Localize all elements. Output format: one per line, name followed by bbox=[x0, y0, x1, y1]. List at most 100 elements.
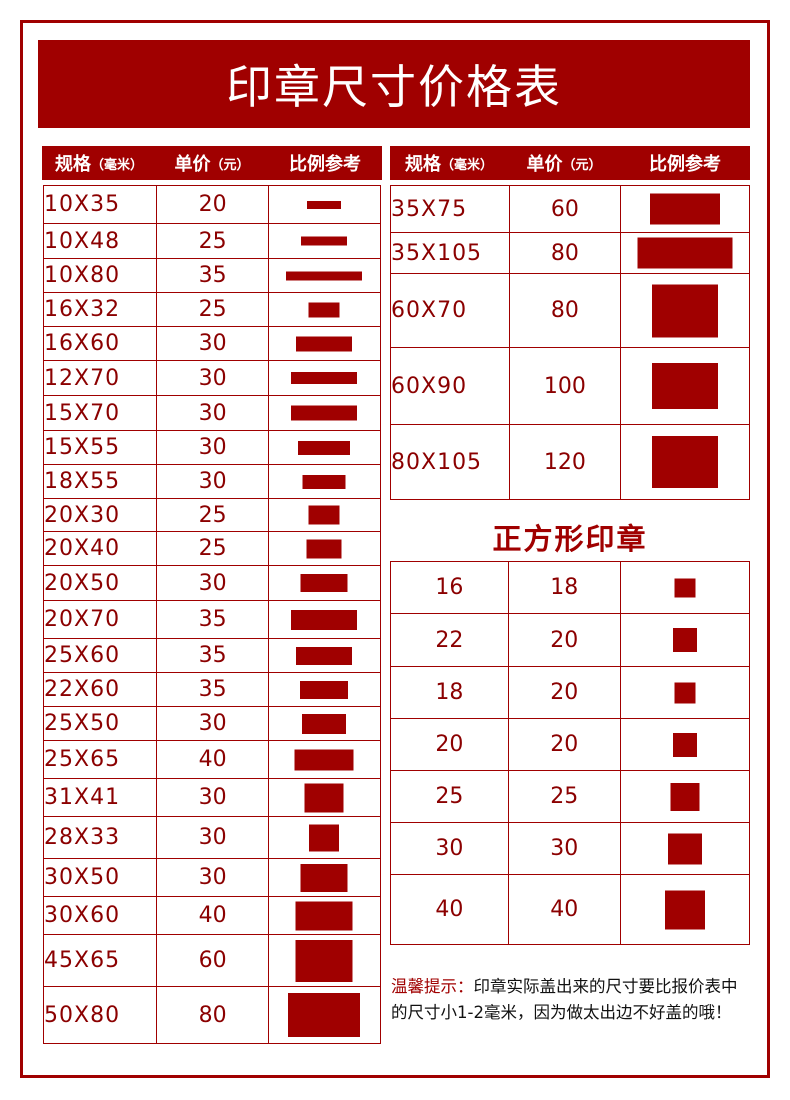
table-row: 50X80 80 bbox=[42, 986, 382, 1044]
seal-size-swatch bbox=[295, 901, 353, 930]
ratio-cell bbox=[267, 258, 382, 293]
seal-size-swatch bbox=[652, 284, 719, 337]
page-title: 印章尺寸价格表 bbox=[38, 40, 750, 128]
price-cell: 30 bbox=[156, 430, 269, 465]
ratio-cell bbox=[267, 816, 382, 859]
table-row: 20X50 30 bbox=[42, 565, 382, 601]
seal-size-swatch bbox=[300, 680, 349, 699]
ratio-cell bbox=[267, 638, 382, 673]
price-cell: 30 bbox=[156, 706, 269, 741]
price-cell: 30 bbox=[156, 778, 269, 817]
square-price-table: 16 18 22 20 18 20 20 20 25 25 30 30 40 40 bbox=[390, 561, 751, 945]
left-table-header: 规格 （毫米） 单价 （元） 比例参考 bbox=[42, 146, 382, 180]
ratio-cell bbox=[619, 770, 751, 823]
right-table-header: 规格 （毫米） 单价 （元） 比例参考 bbox=[390, 146, 750, 180]
ratio-cell bbox=[267, 858, 382, 897]
table-row: 22 20 bbox=[390, 613, 751, 667]
left-price-table: 10X35 20 10X48 25 10X80 35 16X32 25 16X60 30 12X70… bbox=[42, 185, 382, 1044]
table-row: 20 20 bbox=[390, 718, 751, 771]
price-cell: 25 bbox=[156, 223, 269, 259]
seal-size-swatch bbox=[306, 539, 342, 558]
ratio-cell bbox=[620, 185, 750, 233]
ratio-cell bbox=[267, 395, 382, 431]
seal-size-swatch bbox=[652, 363, 719, 409]
seal-size-swatch bbox=[300, 574, 348, 592]
table-row: 15X70 30 bbox=[42, 395, 382, 431]
seal-size-swatch bbox=[295, 939, 353, 982]
ratio-cell bbox=[267, 292, 382, 327]
ratio-cell bbox=[620, 424, 750, 500]
ratio-cell bbox=[267, 600, 382, 639]
seal-size-swatch bbox=[291, 405, 358, 421]
spec-cell: 20X70 bbox=[42, 600, 158, 639]
seal-size-swatch bbox=[652, 436, 719, 488]
seal-size-swatch bbox=[308, 505, 340, 525]
seal-size-swatch bbox=[296, 646, 353, 665]
ratio-cell bbox=[267, 740, 382, 779]
table-row: 18 20 bbox=[390, 666, 751, 719]
seal-size-swatch bbox=[670, 782, 700, 811]
ratio-cell bbox=[267, 360, 382, 396]
ratio-cell bbox=[620, 232, 750, 274]
table-row: 20X70 35 bbox=[42, 600, 382, 639]
ratio-cell bbox=[267, 223, 382, 259]
table-row: 18X55 30 bbox=[42, 464, 382, 499]
price-cell: 20 bbox=[507, 718, 621, 771]
ratio-cell bbox=[267, 185, 382, 224]
price-cell: 30 bbox=[156, 816, 269, 859]
spec-header-unit: （毫米） bbox=[440, 157, 493, 173]
table-row: 28X33 30 bbox=[42, 816, 382, 859]
table-row: 25 25 bbox=[390, 770, 751, 823]
spec-header-label: 规格 bbox=[54, 154, 91, 175]
spec-header: 规格 （毫米） bbox=[42, 146, 156, 180]
price-cell: 30 bbox=[156, 395, 269, 431]
ratio-cell bbox=[619, 874, 751, 945]
seal-size-swatch bbox=[298, 440, 351, 455]
price-cell: 35 bbox=[156, 638, 269, 673]
spec-cell: 15X70 bbox=[42, 395, 158, 431]
seal-size-swatch bbox=[301, 236, 348, 246]
table-row: 10X48 25 bbox=[42, 223, 382, 259]
spec-cell: 30X50 bbox=[42, 858, 158, 897]
spec-header: 规格 （毫米） bbox=[390, 146, 508, 180]
price-cell: 35 bbox=[156, 258, 269, 293]
spec-cell: 60X90 bbox=[390, 347, 510, 425]
price-cell: 30 bbox=[156, 565, 269, 601]
ratio-cell bbox=[267, 531, 382, 566]
size-cell: 20 bbox=[390, 718, 509, 771]
price-header-label: 单价 bbox=[526, 154, 563, 175]
spec-cell: 10X35 bbox=[42, 185, 158, 224]
table-row: 31X41 30 bbox=[42, 778, 382, 817]
ratio-cell bbox=[619, 822, 751, 875]
spec-cell: 50X80 bbox=[42, 986, 158, 1044]
table-row: 60X90 100 bbox=[390, 347, 750, 425]
seal-size-swatch bbox=[307, 200, 342, 209]
table-row: 16X32 25 bbox=[42, 292, 382, 327]
ratio-cell bbox=[619, 561, 751, 614]
table-row: 45X65 60 bbox=[42, 934, 382, 987]
price-cell: 80 bbox=[156, 986, 269, 1044]
table-row: 25X65 40 bbox=[42, 740, 382, 779]
price-cell: 40 bbox=[507, 874, 621, 945]
spec-cell: 10X48 bbox=[42, 223, 158, 259]
table-row: 20X30 25 bbox=[42, 498, 382, 532]
table-row: 35X75 60 bbox=[390, 185, 750, 233]
seal-size-swatch bbox=[302, 474, 346, 489]
price-header-unit: （元） bbox=[562, 157, 602, 173]
table-row: 60X70 80 bbox=[390, 273, 750, 348]
table-row: 10X35 20 bbox=[42, 185, 382, 224]
table-row: 30 30 bbox=[390, 822, 751, 875]
price-cell: 20 bbox=[156, 185, 269, 224]
seal-size-swatch bbox=[288, 993, 361, 1037]
spec-cell: 16X60 bbox=[42, 326, 158, 361]
seal-size-swatch bbox=[291, 609, 358, 630]
table-row: 25X50 30 bbox=[42, 706, 382, 741]
price-header-unit: （元） bbox=[210, 157, 250, 173]
spec-header-unit: （毫米） bbox=[90, 157, 143, 173]
ratio-cell bbox=[267, 896, 382, 935]
price-header: 单价 （元） bbox=[508, 146, 620, 180]
spec-cell: 20X30 bbox=[42, 498, 158, 532]
seal-size-swatch bbox=[664, 890, 705, 929]
spec-header-label: 规格 bbox=[404, 154, 441, 175]
ratio-cell bbox=[267, 672, 382, 707]
